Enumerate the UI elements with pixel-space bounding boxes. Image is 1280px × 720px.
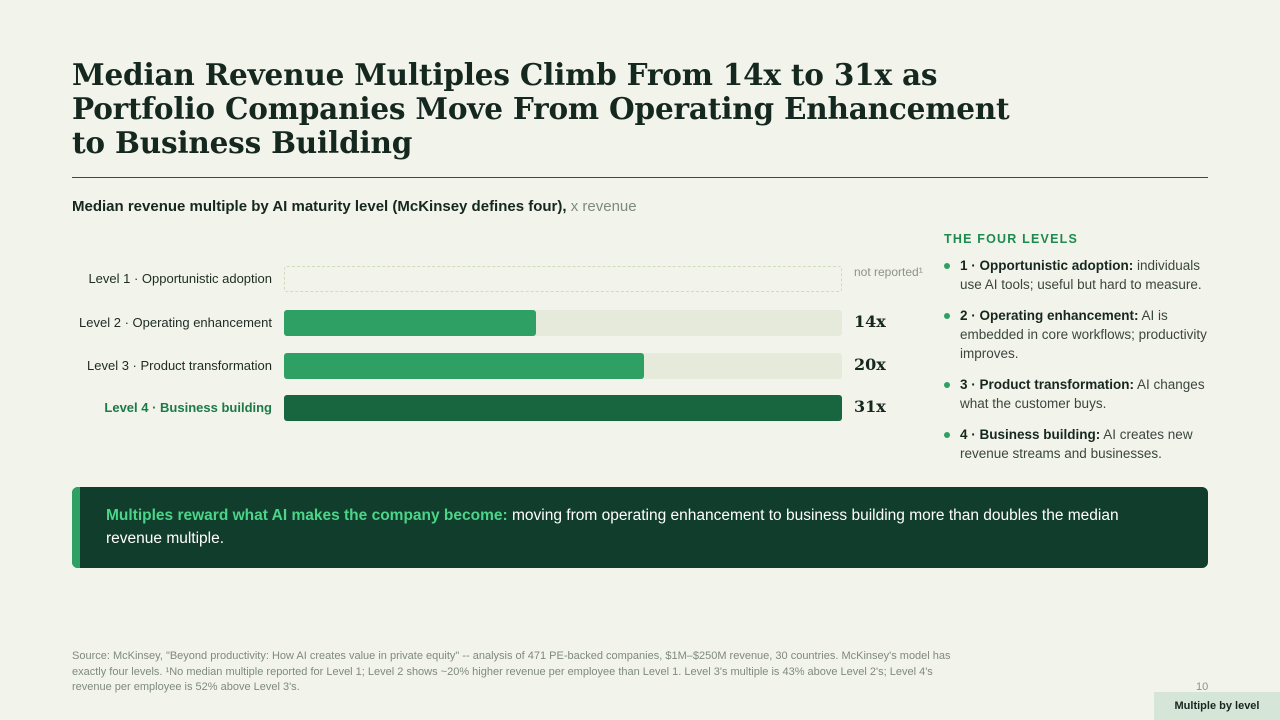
bar-track (284, 310, 842, 336)
bar-chart: Level 1 · Opportunistic adoption not repo… (72, 258, 932, 428)
callout-text: Multiples reward what AI makes the compa… (106, 504, 1166, 550)
level-desc: individuals use AI tools; useful but har… (960, 258, 1202, 292)
section-tag: Multiple by level (1154, 692, 1280, 720)
chart-unit: x revenue (570, 198, 637, 215)
callout-body: moving from operating enhancement to bus… (106, 507, 1119, 547)
bar (284, 395, 842, 421)
level-name: 4 · Business building: (960, 427, 1101, 442)
level-item-4: 4 · Business building: AI creates new re… (944, 425, 1212, 463)
category-label: Level 1 · Opportunistic adoption (88, 271, 272, 286)
chart-subtitle: Median revenue multiple by AI maturity l… (72, 198, 637, 215)
bar-row: Level 3 · Product transformation 20x (72, 353, 932, 379)
bar-row: Level 2 · Operating enhancement 14x (72, 310, 932, 336)
category-label: Level 2 · Operating enhancement (79, 315, 272, 330)
level-desc: AI creates new revenue streams and busin… (960, 427, 1193, 461)
bar-track (284, 353, 842, 379)
data-label: not reported¹ (854, 265, 923, 279)
source-footnote: Source: McKinsey, "Beyond productivity: … (72, 650, 951, 693)
data-label: 31x (854, 397, 886, 416)
bar-row: Level 4 · Business building 31x (72, 395, 932, 421)
levels-panel: THE FOUR LEVELS 1 · Opportunistic adopti… (944, 232, 1212, 475)
page-title: Median Revenue Multiples Climb From 14x … (72, 57, 1010, 160)
bullet-dot-icon (944, 382, 950, 388)
callout-accent-bar (72, 487, 80, 568)
level-item-2: 2 · Operating enhancement: AI is embedde… (944, 306, 1212, 363)
title-divider (72, 177, 1208, 178)
empty-bar-track (284, 266, 842, 292)
level-name: 2 · Operating enhancement: (960, 308, 1139, 323)
callout-lead: Multiples reward what AI makes the compa… (106, 507, 508, 524)
level-item-1: 1 · Opportunistic adoption: individuals … (944, 256, 1212, 294)
level-name: 3 · Product transformation: (960, 377, 1135, 392)
data-label: 20x (854, 355, 886, 374)
category-label: Level 3 · Product transformation (87, 358, 272, 373)
level-item-3: 3 · Product transformation: AI changes w… (944, 375, 1212, 413)
chart-subtitle-text: Median revenue multiple by AI maturity l… (72, 198, 571, 215)
data-label: 14x (854, 312, 886, 331)
level-name: 1 · Opportunistic adoption: (960, 258, 1134, 273)
bar-row: Level 1 · Opportunistic adoption not repo… (72, 265, 932, 292)
bullet-dot-icon (944, 313, 950, 319)
key-takeaway-callout: Multiples reward what AI makes the compa… (72, 487, 1208, 568)
page-number: 10 (1196, 681, 1209, 693)
levels-heading: THE FOUR LEVELS (944, 232, 1078, 246)
bar (284, 353, 644, 379)
level-desc: AI is embedded in core workflows; produc… (960, 308, 1207, 361)
bullet-dot-icon (944, 432, 950, 438)
bar (284, 310, 536, 336)
category-label: Level 4 · Business building (104, 400, 272, 415)
bar-track (284, 395, 842, 421)
bullet-dot-icon (944, 263, 950, 269)
level-desc: AI changes what the customer buys. (960, 377, 1205, 411)
